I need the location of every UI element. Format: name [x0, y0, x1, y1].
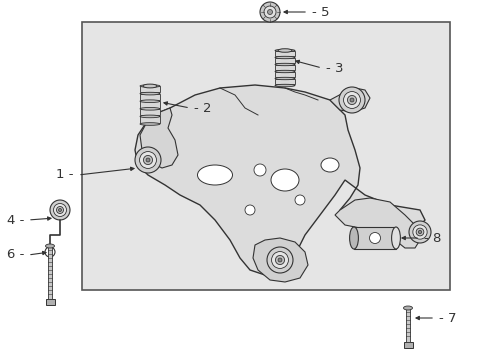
Circle shape: [53, 203, 66, 216]
Ellipse shape: [391, 227, 400, 249]
Circle shape: [343, 91, 360, 108]
Text: - 2: - 2: [194, 102, 211, 114]
Text: - 5: - 5: [311, 5, 329, 18]
Circle shape: [244, 205, 254, 215]
Circle shape: [57, 207, 63, 213]
Bar: [48, 246, 52, 299]
Bar: [405, 308, 409, 342]
Bar: [403, 342, 412, 348]
Ellipse shape: [403, 306, 412, 310]
Ellipse shape: [320, 158, 338, 172]
Text: - 3: - 3: [325, 62, 343, 75]
Ellipse shape: [140, 100, 160, 103]
Bar: [140, 94, 160, 100]
Circle shape: [415, 228, 423, 236]
Circle shape: [278, 258, 282, 262]
Text: 4 -: 4 -: [7, 213, 24, 226]
Circle shape: [59, 208, 61, 211]
Circle shape: [408, 221, 430, 243]
Bar: [274, 64, 294, 71]
Circle shape: [260, 2, 280, 22]
Circle shape: [264, 6, 275, 18]
Ellipse shape: [274, 63, 294, 66]
Circle shape: [135, 147, 161, 173]
Circle shape: [266, 247, 292, 273]
Bar: [45, 299, 54, 305]
Ellipse shape: [142, 84, 157, 88]
Circle shape: [143, 156, 152, 165]
Bar: [140, 116, 160, 123]
Ellipse shape: [140, 108, 160, 110]
Circle shape: [253, 164, 265, 176]
Ellipse shape: [45, 244, 54, 248]
Text: - 8: - 8: [423, 231, 441, 244]
Bar: [140, 101, 160, 108]
Circle shape: [139, 152, 156, 168]
Circle shape: [412, 225, 427, 239]
Bar: [274, 78, 294, 85]
Text: 6 -: 6 -: [7, 248, 24, 261]
Circle shape: [271, 252, 288, 269]
Circle shape: [294, 195, 305, 205]
Polygon shape: [329, 88, 369, 112]
Bar: [353, 227, 395, 249]
Circle shape: [418, 230, 421, 234]
Ellipse shape: [140, 115, 160, 118]
Text: 1 -: 1 -: [57, 168, 74, 181]
Ellipse shape: [140, 85, 160, 87]
Ellipse shape: [274, 77, 294, 80]
Ellipse shape: [274, 84, 294, 87]
Circle shape: [275, 256, 284, 265]
Ellipse shape: [278, 49, 291, 52]
Circle shape: [369, 233, 380, 243]
Circle shape: [347, 95, 356, 104]
Circle shape: [349, 98, 353, 102]
Bar: [274, 72, 294, 77]
Polygon shape: [334, 198, 419, 248]
Bar: [274, 58, 294, 63]
Bar: [274, 50, 294, 57]
Circle shape: [146, 158, 150, 162]
Polygon shape: [252, 238, 307, 282]
Ellipse shape: [274, 70, 294, 73]
Circle shape: [267, 9, 272, 14]
Text: - 7: - 7: [438, 311, 456, 324]
Polygon shape: [135, 85, 424, 275]
Circle shape: [338, 87, 364, 113]
Ellipse shape: [197, 165, 232, 185]
Ellipse shape: [140, 123, 160, 125]
Polygon shape: [140, 108, 178, 168]
Ellipse shape: [349, 227, 358, 249]
Ellipse shape: [274, 49, 294, 52]
Ellipse shape: [274, 56, 294, 59]
Bar: [140, 86, 160, 93]
Bar: [140, 109, 160, 115]
Ellipse shape: [140, 92, 160, 95]
Bar: [82, 22, 449, 290]
Ellipse shape: [270, 169, 298, 191]
Circle shape: [50, 200, 70, 220]
